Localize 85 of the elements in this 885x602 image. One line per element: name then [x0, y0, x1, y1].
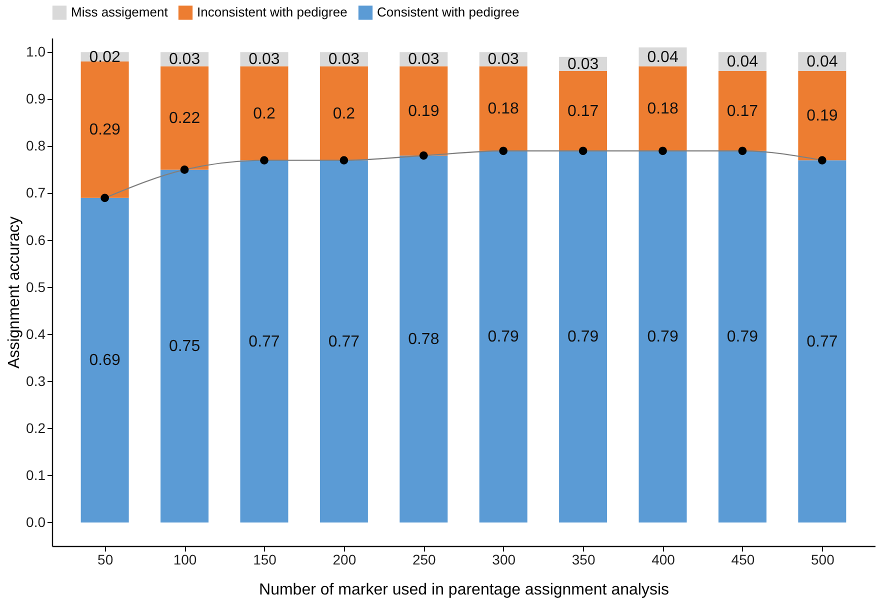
bar: [479, 66, 528, 151]
data-label: 0.04: [726, 54, 758, 71]
bar: [559, 150, 608, 522]
y-tick-label: 1.0: [26, 44, 46, 60]
bar: [320, 66, 368, 160]
data-label: 0.77: [328, 333, 360, 350]
data-label: 0.29: [89, 122, 120, 139]
point: [260, 156, 268, 164]
data-label: 0.04: [806, 54, 838, 71]
y-tick-label: 0.5: [26, 278, 46, 295]
y-tick-label: 0.2: [26, 420, 46, 436]
data-label: 0.22: [168, 110, 200, 127]
x-tick-label: 50: [98, 552, 114, 568]
data-label: 0.19: [408, 102, 440, 120]
bar: [718, 70, 766, 151]
y-tick-label: 0.8: [26, 138, 46, 154]
legend-label: Inconsistent with pedigree: [197, 4, 348, 20]
x-tick-label: 350: [572, 552, 596, 568]
data-label: 0.03: [168, 51, 200, 68]
bar: [718, 150, 766, 522]
x-tick-label: 250: [412, 552, 436, 568]
bar: [559, 70, 608, 151]
legend-label: Consistent with pedigree: [377, 4, 520, 20]
data-label: 0.78: [408, 331, 440, 348]
x-tick-label: 500: [810, 552, 835, 568]
y-tick-label: 0.3: [26, 372, 46, 389]
y-tick-label: 0.9: [26, 90, 46, 107]
bar: [160, 170, 209, 522]
data-label: 0.03: [567, 56, 599, 73]
bar: [80, 198, 129, 522]
y-tick-label: 0.7: [26, 184, 46, 201]
point: [658, 146, 667, 156]
x-axis-title: Number of marker used in parentage assignment analysis: [259, 582, 669, 598]
data-label: 0.17: [726, 102, 758, 120]
bar: [400, 66, 448, 156]
data-label: 0.77: [806, 333, 838, 350]
data-label: 0.03: [488, 51, 520, 68]
bar: [798, 160, 846, 522]
data-label: 0.79: [726, 328, 758, 346]
bar: [638, 150, 687, 522]
y-tick-label: 0.0: [26, 514, 46, 530]
data-label: 0.19: [806, 108, 838, 125]
point: [100, 194, 110, 202]
bar: [638, 66, 687, 151]
data-label: 0.69: [89, 352, 120, 370]
bar: [240, 160, 288, 522]
data-label: 0.77: [248, 333, 280, 350]
bar: [80, 62, 129, 198]
data-label: 0.17: [567, 102, 599, 120]
data-label: 0.18: [488, 100, 520, 118]
data-label: 0.79: [567, 328, 599, 346]
y-tick-label: 0.4: [26, 326, 46, 342]
bar: [160, 66, 209, 170]
point: [578, 146, 588, 156]
bar: [400, 156, 448, 522]
x-tick-label: 400: [652, 552, 676, 568]
data-label: 0.03: [328, 51, 360, 68]
x-tick-label: 200: [332, 552, 356, 568]
bar: [240, 66, 288, 160]
bar: [479, 150, 528, 522]
data-label: 0.03: [248, 51, 280, 68]
point: [340, 156, 348, 164]
x-tick-label: 300: [492, 552, 516, 568]
legend-label: Miss assigement: [71, 4, 168, 20]
point: [180, 166, 189, 174]
data-label: 0.03: [408, 51, 440, 68]
bar: [320, 160, 368, 522]
y-tick-label: 0.1: [26, 466, 46, 483]
data-label: 0.18: [647, 100, 678, 118]
data-label: 0.2: [253, 105, 276, 122]
data-label: 0.04: [647, 48, 678, 66]
point: [419, 151, 428, 160]
data-label: 0.79: [647, 328, 678, 346]
y-tick-label: 0.6: [26, 232, 46, 248]
x-tick-label: 100: [173, 552, 197, 568]
bar: [798, 70, 846, 160]
x-tick-label: 150: [253, 552, 277, 568]
data-label: 0.79: [488, 328, 520, 346]
point: [818, 156, 826, 164]
data-label: 0.2: [332, 105, 356, 122]
y-axis-title: Assignment accuracy: [6, 216, 24, 369]
data-label: 0.75: [168, 338, 200, 356]
x-tick-label: 450: [731, 552, 755, 568]
point: [499, 146, 508, 156]
point: [738, 146, 747, 156]
